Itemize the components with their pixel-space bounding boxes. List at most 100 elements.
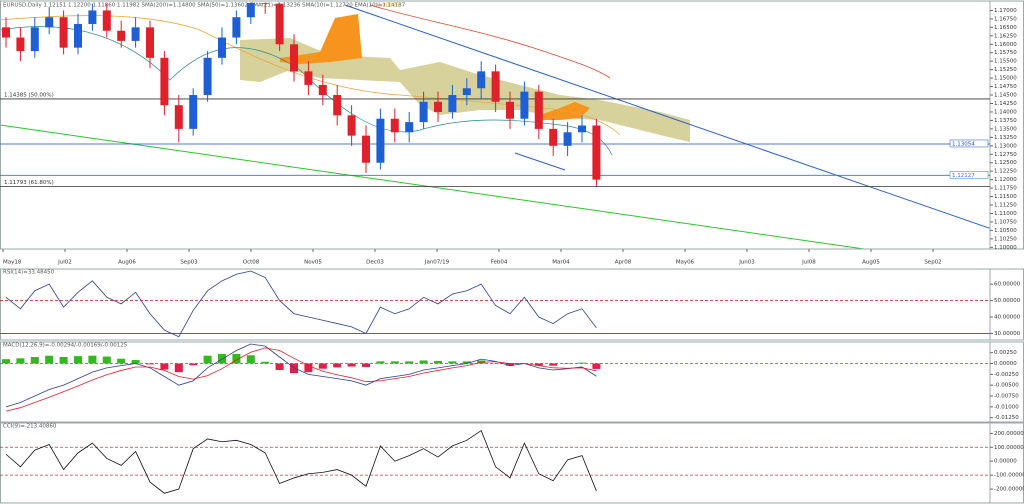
- level-label: 1.12127: [952, 173, 975, 179]
- sma-50: [0, 15, 621, 136]
- y-tick-label: 1.14000: [994, 109, 1017, 115]
- candle-body: [578, 125, 586, 133]
- candle-body: [477, 71, 486, 89]
- candle-body: [146, 27, 154, 58]
- y-tick-label: 60.00000: [994, 282, 1021, 288]
- candle-body: [506, 101, 514, 119]
- y-tick-label: 1.12750: [994, 152, 1017, 158]
- y-tick-label: 1.13000: [994, 143, 1017, 149]
- level-label: 1.11793 (61.80%): [4, 180, 54, 186]
- candle-body: [88, 10, 97, 24]
- y-tick-label: 1.12000: [994, 177, 1017, 183]
- x-tick-label: May06: [676, 260, 695, 266]
- y-tick-label: 1.12250: [994, 169, 1017, 175]
- candle-body: [246, 3, 255, 18]
- candle-body: [347, 115, 356, 136]
- candle-body: [462, 88, 471, 96]
- candle-body: [333, 95, 342, 116]
- x-tick-label: May18: [3, 260, 22, 266]
- candles: [2, 3, 601, 187]
- histogram-bar: [30, 357, 39, 364]
- candle-body: [189, 95, 198, 129]
- y-tick-label: 30.00000: [994, 331, 1021, 337]
- x-tick-label: Sep02: [924, 260, 941, 266]
- candle-body: [290, 44, 298, 72]
- y-tick-label: 1.15000: [994, 76, 1017, 82]
- histogram-bar: [304, 363, 313, 373]
- histogram-bar: [74, 356, 82, 364]
- candle-body: [2, 27, 10, 38]
- y-tick-label: 1.16750: [994, 16, 1017, 22]
- candle-body: [117, 30, 126, 41]
- candle-body: [275, 3, 284, 45]
- y-tick-label: 1.16000: [994, 42, 1017, 48]
- y-tick-label: 1.13750: [994, 118, 1017, 124]
- y-tick-label: 1.11750: [994, 186, 1017, 192]
- trend-line: [344, 4, 990, 229]
- indicator-line: [5, 343, 597, 408]
- indicator-line: [5, 270, 597, 338]
- histogram-bar: [578, 362, 586, 364]
- level-label-box: [949, 171, 989, 179]
- histogram-bar: [347, 363, 356, 367]
- panel-title: CCI(9)=-213.40860: [3, 424, 57, 430]
- x-tick-label: Feb04: [491, 260, 508, 266]
- candle-body: [362, 135, 370, 163]
- x-tick-label: Mar04: [552, 260, 570, 266]
- y-tick-label: 1.11250: [994, 203, 1017, 209]
- y-tick-label: 0.00250: [994, 350, 1017, 356]
- y-tick-label: 1.10000: [994, 245, 1017, 251]
- candle-body: [102, 10, 111, 31]
- histogram-bar: [174, 363, 183, 373]
- histogram-bar: [592, 363, 601, 369]
- histogram-bar: [203, 355, 212, 364]
- histogram-bar: [362, 363, 370, 367]
- x-tick-label: Nov05: [304, 260, 322, 266]
- candle-body: [74, 23, 82, 48]
- candle-body: [59, 17, 68, 48]
- x-tick-label: Aug05: [862, 260, 880, 266]
- candle-body: [448, 95, 457, 112]
- chart-title: EURUSD,Daily 1.12151 1.12200 1.11860 1.1…: [3, 3, 406, 9]
- y-tick-label: 40.00000: [994, 315, 1021, 321]
- histogram-bar: [102, 356, 111, 364]
- y-tick-label: 1.11500: [994, 194, 1017, 200]
- histogram-bar: [390, 361, 399, 364]
- histogram-bar: [45, 355, 54, 364]
- histogram-bar: [146, 363, 154, 365]
- histogram-bar: [59, 357, 68, 364]
- y-tick-label: -0.01250: [994, 415, 1019, 421]
- panel-frame: [0, 268, 1024, 341]
- y-tick-label: -200.00000: [994, 487, 1024, 493]
- y-tick-label: 1.16250: [994, 33, 1017, 39]
- candle-body: [405, 122, 414, 133]
- y-tick-label: -0.00750: [994, 394, 1019, 400]
- level-label-box: [949, 139, 989, 148]
- panel-frame: [0, 422, 1024, 504]
- x-tick-label: Sep03: [180, 260, 198, 266]
- histogram-bar: [462, 361, 471, 364]
- histogram-bar: [160, 363, 169, 370]
- y-tick-label: 1.10750: [994, 219, 1017, 225]
- candle-body: [45, 17, 54, 28]
- candle-body: [218, 37, 226, 58]
- histogram-bar: [275, 363, 284, 370]
- histogram-bar: [246, 355, 255, 364]
- candle-body: [563, 132, 572, 146]
- candle-body: [30, 27, 39, 52]
- histogram-bar: [318, 363, 327, 369]
- candle-body: [131, 27, 140, 41]
- level-label: 1.14385 (50.00%): [4, 92, 54, 98]
- candle-body: [160, 57, 169, 106]
- y-tick-label: 1.14750: [994, 84, 1017, 90]
- histogram-bar: [131, 360, 140, 364]
- histogram-bar: [534, 363, 543, 366]
- candle-body: [549, 128, 558, 146]
- y-tick-label: 1.14500: [994, 93, 1017, 99]
- candle-body: [261, 3, 270, 4]
- candle-body: [304, 71, 313, 85]
- y-tick-label: -0.00250: [994, 372, 1019, 378]
- sma-200: [369, 4, 611, 79]
